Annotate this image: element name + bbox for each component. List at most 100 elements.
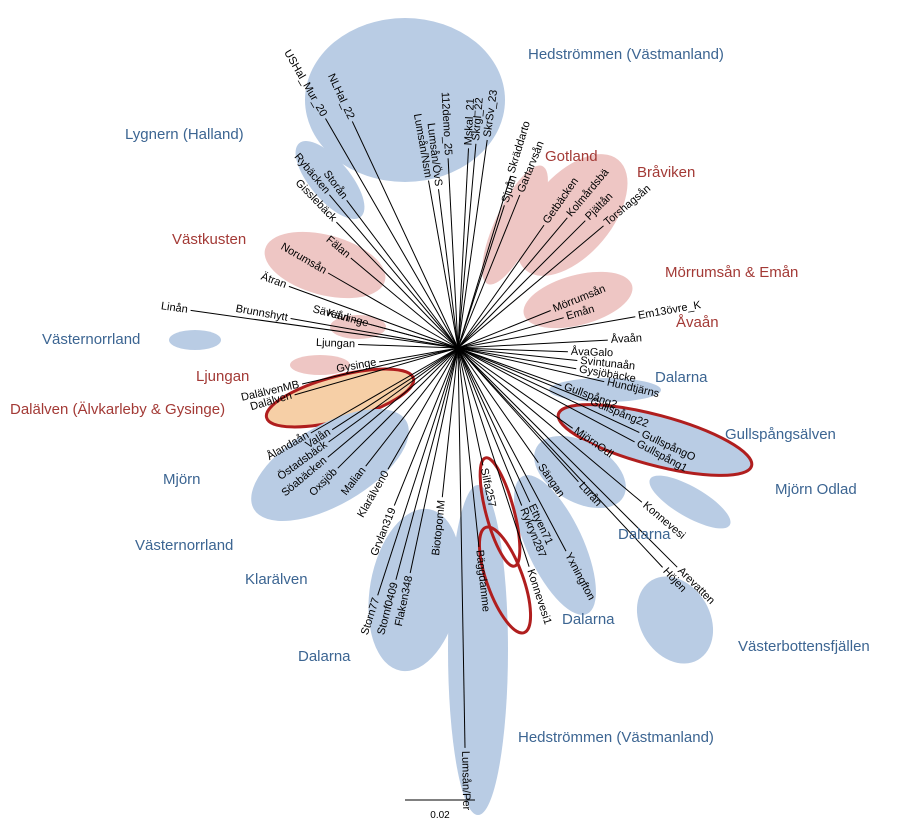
branch bbox=[457, 310, 551, 349]
branch bbox=[457, 347, 480, 547]
group-label: Dalarna bbox=[562, 611, 615, 628]
group-label: Lygnern (Halland) bbox=[125, 126, 244, 143]
branch bbox=[387, 347, 459, 470]
clade-ellipse bbox=[556, 403, 754, 477]
group-label: Mjörn Odlad bbox=[775, 481, 857, 498]
group-label: Hedströmmen (Västmanland) bbox=[528, 46, 724, 63]
tip-label: ÅvaGalo bbox=[571, 345, 614, 359]
group-label: Mörrumsån & Emån bbox=[665, 264, 798, 281]
tip-label: 112demo_25 bbox=[439, 92, 454, 156]
branch bbox=[350, 257, 459, 349]
branch bbox=[365, 347, 459, 467]
group-label: Ljungan bbox=[196, 368, 249, 385]
branch bbox=[457, 347, 678, 568]
branch bbox=[457, 194, 521, 349]
labels: Hedströmmen (Västmanland) Lygnern (Hallan… bbox=[10, 46, 870, 811]
group-label: Gullspångsälven bbox=[725, 426, 836, 443]
branch bbox=[457, 347, 635, 443]
clade-ellipse bbox=[295, 141, 365, 219]
branch bbox=[325, 118, 459, 349]
clade-ellipse bbox=[478, 456, 522, 568]
group-label: Hedströmmen (Västmanland) bbox=[518, 729, 714, 746]
branch bbox=[457, 224, 545, 349]
branch bbox=[428, 180, 459, 349]
branch bbox=[457, 347, 640, 433]
clade-ellipse bbox=[649, 475, 731, 529]
branch bbox=[346, 199, 459, 349]
clade-highlights bbox=[169, 18, 754, 815]
clade-ellipse bbox=[368, 508, 462, 672]
branch bbox=[409, 347, 459, 574]
branch bbox=[327, 347, 459, 458]
branch bbox=[457, 347, 578, 361]
branch bbox=[457, 317, 564, 349]
branch bbox=[457, 347, 643, 503]
branch bbox=[290, 318, 459, 349]
clade-ellipse bbox=[448, 485, 508, 815]
clade-ellipse bbox=[169, 330, 221, 350]
group-label: Bråviken bbox=[637, 164, 695, 181]
branch bbox=[441, 347, 459, 498]
branch bbox=[327, 272, 459, 349]
tip-label: Åvaån bbox=[610, 331, 642, 346]
group-label: Åvaån bbox=[676, 314, 719, 331]
scale-label: 0.02 bbox=[430, 810, 450, 821]
group-label: Västernorrland bbox=[135, 537, 233, 554]
branch bbox=[328, 347, 459, 443]
tip-label: Lumsån/Per bbox=[459, 751, 472, 811]
branch bbox=[457, 347, 530, 567]
branch bbox=[457, 347, 466, 748]
group-label: Dalarna bbox=[298, 648, 351, 665]
branch bbox=[457, 316, 636, 349]
tip-label: Mskal_21 bbox=[463, 98, 477, 146]
group-label: Dalälven (Älvkarleby & Gysinge) bbox=[10, 401, 225, 418]
branch bbox=[457, 175, 512, 349]
clade-ellipse bbox=[290, 355, 350, 375]
branch bbox=[358, 344, 459, 349]
clade-ellipse bbox=[482, 165, 548, 285]
branch bbox=[301, 347, 459, 385]
branch bbox=[457, 347, 579, 483]
branch bbox=[457, 217, 568, 349]
clade-ellipse bbox=[636, 576, 714, 664]
branch bbox=[457, 339, 608, 349]
branch bbox=[457, 347, 577, 370]
branch bbox=[457, 347, 588, 401]
branch bbox=[331, 347, 459, 431]
branch bbox=[457, 205, 505, 349]
branch bbox=[310, 347, 459, 434]
group-label: Mjörn bbox=[163, 471, 201, 488]
branch bbox=[447, 158, 459, 349]
branch bbox=[457, 347, 562, 387]
branch bbox=[294, 347, 459, 396]
branch bbox=[457, 347, 531, 503]
branch bbox=[457, 148, 469, 349]
branch bbox=[329, 194, 459, 349]
branch bbox=[288, 285, 459, 349]
clade-ellipse bbox=[264, 231, 386, 299]
branch bbox=[457, 347, 567, 552]
group-label: Dalarna bbox=[655, 369, 708, 386]
branch bbox=[393, 347, 459, 506]
group-label: Västerbottensfjällen bbox=[738, 638, 870, 655]
tip-label: BiotopomM bbox=[430, 500, 448, 557]
branch bbox=[457, 347, 605, 383]
branches bbox=[190, 118, 678, 748]
group-label: Gotland bbox=[545, 148, 598, 165]
branch bbox=[377, 347, 459, 596]
branch bbox=[351, 121, 459, 349]
branch bbox=[337, 347, 459, 469]
branch bbox=[336, 221, 459, 349]
branch bbox=[457, 347, 663, 568]
tip-label: Linån bbox=[160, 300, 188, 316]
branch bbox=[438, 189, 459, 349]
group-label: Dalarna bbox=[618, 526, 671, 543]
tip-label: Svintunaån bbox=[580, 355, 636, 373]
branch bbox=[457, 220, 586, 349]
branch bbox=[457, 225, 604, 349]
clade-ellipse bbox=[523, 271, 633, 329]
branch bbox=[395, 347, 459, 580]
clade-ellipse bbox=[477, 525, 533, 635]
tip-label: Skrgl_22 bbox=[470, 97, 486, 141]
